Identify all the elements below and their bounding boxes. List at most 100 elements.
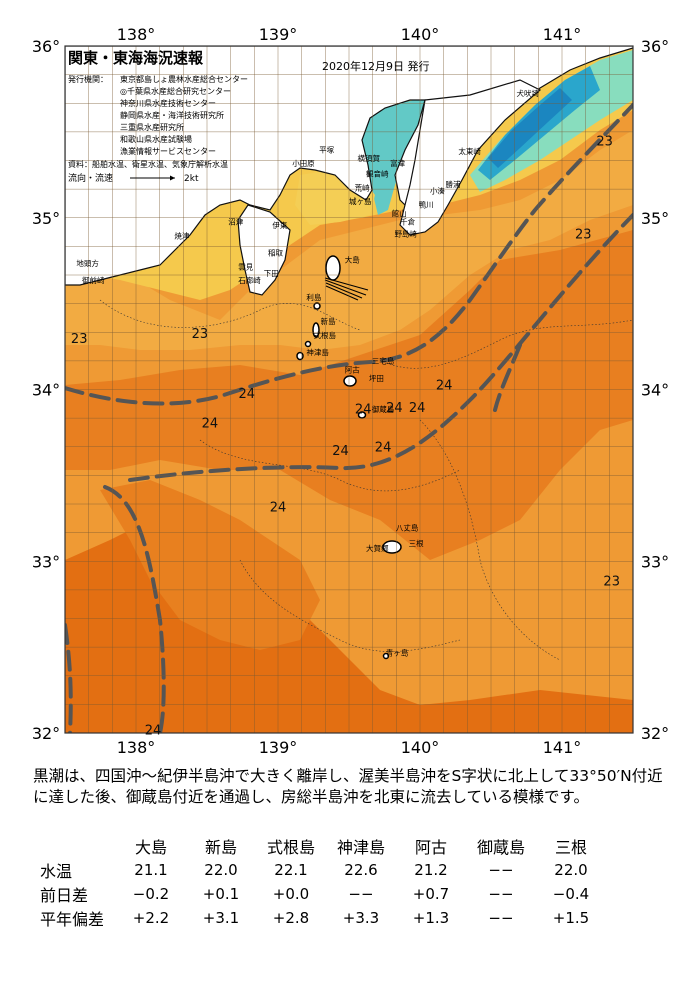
- place-label: 雲見: [238, 262, 253, 271]
- aogashima-island: [382, 652, 390, 660]
- col-kozushima: 神津島: [336, 838, 385, 857]
- place-label: 勝浦: [446, 179, 461, 189]
- lat-label-left: 35°: [32, 209, 60, 228]
- table-cell: +3.1: [202, 909, 240, 927]
- row-label: 平年偏差: [40, 910, 105, 929]
- place-label: 荒崎: [355, 182, 370, 192]
- lat-label-right: 36°: [641, 37, 669, 56]
- lon-label-bottom: 140°: [401, 738, 440, 757]
- table-cell: −0.2: [132, 885, 170, 903]
- issuer-4: 静岡県水産・海洋技術研究所: [120, 110, 224, 120]
- isotherm-label: 23: [71, 332, 88, 347]
- isotherm-label: 24: [386, 401, 403, 416]
- place-label: 伊東: [272, 220, 287, 230]
- map-header: 関東・東海海況速報 2020年12月9日 発行 発行機関： 東京都島しょ農林水産…: [68, 49, 430, 184]
- izu-peninsula: [237, 204, 291, 296]
- table-cell: +2.8: [272, 909, 310, 927]
- lon-label-bottom: 139°: [259, 738, 298, 757]
- kuroshio-description: 黒潮は、四国沖～紀伊半島沖で大きく離岸し、渥美半島沖をS字状に北上して33°50…: [33, 767, 663, 806]
- table-row: 前日差 −0.2 +0.1 +0.0 −− +0.7 −− −0.4: [40, 882, 606, 906]
- lat-label-right: 33°: [641, 552, 669, 571]
- lat-label-right: 32°: [641, 724, 669, 743]
- col-niijima: 新島: [204, 838, 237, 857]
- table-cell: 22.0: [204, 861, 238, 879]
- isotherm-label: 24: [355, 403, 372, 418]
- lon-label-bottom: 141°: [543, 738, 582, 757]
- isotherm-label: 24: [409, 401, 426, 416]
- place-label: 沼津: [228, 218, 243, 227]
- flow-legend-label: 流向・流速: [68, 172, 113, 184]
- isotherm-label: 24: [436, 379, 453, 394]
- issuer-6: 和歌山県水産試験場: [120, 134, 192, 144]
- tokyo-bay-water: [360, 98, 425, 215]
- oshima-island: [325, 255, 341, 281]
- table-cell: +1.5: [552, 909, 590, 927]
- island-temperature-table: 大島 新島 式根島 神津島 阿古 御蔵島 三根 水温 21.1 22.0 22.…: [40, 834, 606, 930]
- lat-label-left: 32°: [32, 724, 60, 743]
- place-label: 新島: [321, 316, 336, 326]
- graticule: [65, 46, 633, 733]
- issue-date: 2020年12月9日 発行: [322, 59, 430, 73]
- lon-label-top: 138°: [117, 25, 156, 44]
- shikinejima-island: [304, 340, 312, 348]
- table-cell: 21.1: [134, 861, 168, 879]
- kozushima-island: [296, 351, 304, 361]
- table-cell: +1.3: [412, 909, 450, 927]
- place-label: 青ヶ島: [386, 648, 409, 658]
- table-row: 水温 21.1 22.0 22.1 22.6 21.2 −− 22.0: [40, 858, 606, 882]
- islands: [296, 255, 402, 660]
- place-label: 焼津: [174, 231, 189, 240]
- isotherm-label: 24: [202, 416, 219, 431]
- table-cell: +2.2: [132, 909, 170, 927]
- table-cell: 22.1: [274, 861, 308, 879]
- place-label: 式根島: [314, 330, 337, 340]
- place-label: 横須賀: [358, 153, 381, 163]
- issuer-2: ◎千葉県水産総合研究センター: [120, 86, 231, 96]
- flow-arrows: [324, 277, 369, 301]
- isotherm-label: 23: [596, 135, 613, 150]
- isotherm-label: 23: [192, 327, 209, 342]
- data-source: 資料：船舶水温、衛星水温、気象庁解析水温: [68, 159, 228, 169]
- warm-region-24b: [100, 480, 320, 650]
- place-label: 坪田: [369, 374, 384, 383]
- kuroshio-west-arc: [65, 623, 73, 733]
- place-label: 千倉: [400, 217, 415, 227]
- table-cell: +0.1: [202, 885, 240, 903]
- table-cell: +0.7: [412, 885, 450, 903]
- flow-legend-arrowhead: [170, 175, 175, 181]
- col-shikinejima: 式根島: [266, 838, 315, 857]
- issuer-1: 東京都島しょ農林水産総合センター: [120, 74, 248, 84]
- place-label: 稲取: [268, 248, 283, 258]
- issuer-label: 発行機関：: [68, 74, 108, 84]
- place-label: 犬吠埼: [517, 88, 540, 98]
- map-title: 関東・東海海況速報: [68, 49, 204, 67]
- place-label: 大島: [345, 254, 360, 264]
- isotherm-label: 24: [332, 444, 349, 459]
- place-label: 利島: [306, 292, 321, 302]
- place-label: 三宅島: [372, 356, 395, 366]
- miyakejima-island: [343, 375, 357, 387]
- table-cell: −0.4: [552, 885, 590, 903]
- lon-label-top: 140°: [401, 25, 440, 44]
- issuer-3: 神奈川県水産技術センター: [120, 98, 216, 108]
- isotherm-label: 24: [375, 440, 392, 455]
- table-cell: 22.0: [554, 861, 588, 879]
- table-cell: −−: [488, 861, 514, 879]
- map-frame: [64, 45, 634, 734]
- col-mikurajima: 御蔵島: [476, 838, 525, 857]
- table-header-row: 大島 新島 式根島 神津島 阿古 御蔵島 三根: [40, 834, 606, 858]
- lat-label-right: 34°: [641, 381, 669, 400]
- place-label: 平塚: [319, 145, 334, 154]
- col-mine: 三根: [554, 838, 587, 857]
- kuroshio-main-path: [65, 103, 633, 406]
- lon-label-top: 139°: [259, 25, 298, 44]
- place-label: 御蔵島: [372, 404, 395, 414]
- table-row: 平年偏差 +2.2 +3.1 +2.8 +3.3 +1.3 −− +1.5: [40, 906, 606, 930]
- sea-temperature-map: 138°138°139°139°140°140°141°141° 36° 36°3…: [32, 25, 669, 757]
- place-label: 城ヶ島: [349, 196, 372, 206]
- flow-legend-scale: 2kt: [184, 174, 199, 184]
- place-label: 観音崎: [366, 169, 389, 179]
- place-label: 石廊崎: [238, 275, 261, 285]
- issuer-7: 漁業情報サービスセンター: [120, 146, 216, 156]
- row-label: 水温: [40, 862, 73, 881]
